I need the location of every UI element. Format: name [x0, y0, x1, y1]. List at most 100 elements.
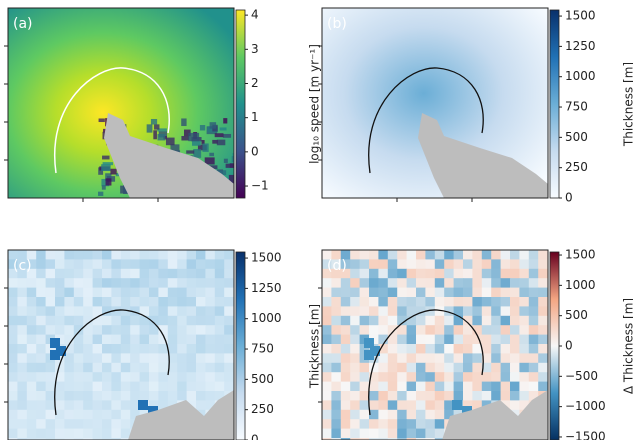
map-cell — [92, 419, 103, 430]
map-cell — [359, 297, 370, 307]
map-cell — [64, 259, 75, 270]
map-cell — [510, 325, 520, 336]
map-noise — [208, 165, 218, 170]
map-cell — [528, 259, 539, 270]
map-cell — [322, 438, 332, 440]
map-cell — [406, 438, 417, 440]
map-cell — [406, 334, 417, 345]
map-noise — [98, 167, 104, 175]
colorbar-tick-label: 2 — [251, 76, 259, 90]
colorbar-label: Thickness [m] — [622, 62, 633, 147]
map-cell — [64, 268, 75, 279]
map-cell — [26, 334, 37, 345]
map-cell — [196, 278, 206, 289]
map-cell — [397, 287, 408, 298]
map-cell — [444, 268, 455, 279]
map-cell — [64, 344, 75, 354]
map-cell — [102, 438, 112, 440]
map-cell — [472, 334, 483, 345]
colorbar-tick-label: 1500 — [565, 9, 596, 23]
colorbar-tick-label: 500 — [565, 308, 588, 322]
map-cell — [8, 287, 18, 298]
map-cell — [26, 391, 37, 401]
map-cell — [83, 400, 94, 411]
map-cell — [406, 362, 417, 373]
map-cell — [8, 372, 18, 383]
map-cell — [322, 297, 332, 307]
map-cell — [378, 419, 389, 430]
map-cell — [369, 400, 379, 411]
map-cell — [463, 259, 473, 270]
map-cell — [17, 353, 28, 364]
map-cell — [102, 344, 112, 354]
map-cell — [500, 278, 511, 289]
map-cell — [340, 400, 351, 411]
map-cell — [26, 362, 37, 373]
map-cell — [322, 372, 332, 383]
map-cell — [416, 381, 426, 392]
map-cell — [340, 315, 351, 326]
map-cell — [92, 278, 103, 289]
map-cell — [491, 372, 502, 383]
colorbar-tick-label: 750 — [251, 342, 274, 356]
map-cell — [102, 362, 112, 373]
map-cell — [397, 297, 408, 307]
map-cell — [463, 297, 473, 307]
map-cell — [538, 362, 548, 373]
map-cell — [387, 278, 398, 289]
map-cell — [64, 372, 75, 383]
map — [8, 250, 234, 440]
map-cell — [444, 306, 455, 317]
map-cell — [322, 306, 332, 317]
map-cell — [73, 250, 84, 260]
map-cell — [538, 259, 548, 270]
map-cell — [387, 372, 398, 383]
map-cell — [462, 406, 472, 416]
map-cell — [36, 306, 47, 317]
map-cell — [73, 325, 84, 336]
map-cell — [340, 278, 351, 289]
map-noise — [165, 137, 175, 146]
map-cell — [45, 325, 56, 336]
map-cell — [416, 419, 426, 430]
map-cell — [17, 306, 28, 317]
map-cell — [92, 334, 103, 345]
map-cell — [378, 353, 389, 364]
map-cell — [481, 362, 492, 373]
map-cell — [205, 353, 216, 364]
map-cell — [472, 306, 483, 317]
map-cell — [158, 381, 169, 392]
map-cell — [387, 250, 398, 260]
map-cell — [387, 362, 398, 373]
map-cell — [205, 391, 216, 401]
map-cell — [510, 353, 520, 364]
map-cell — [64, 287, 75, 298]
map-cell — [397, 344, 408, 354]
map-cell — [102, 306, 112, 317]
map-cell — [463, 353, 473, 364]
map-cell — [472, 362, 483, 373]
map-cell — [83, 381, 94, 392]
map-cell — [444, 409, 455, 420]
map-cell — [45, 268, 56, 279]
map-cell — [387, 353, 398, 364]
map-cell — [149, 297, 159, 307]
map-cell — [8, 297, 18, 307]
map-cell — [331, 391, 342, 401]
margin-line — [368, 67, 484, 174]
map-cell — [369, 438, 379, 440]
map-cell — [111, 353, 122, 364]
map-cell — [331, 306, 342, 317]
map-cell — [55, 297, 65, 307]
colorbar-tick-label: 0 — [565, 339, 573, 353]
map-cell — [102, 268, 112, 279]
map-cell — [491, 306, 502, 317]
map-cell — [491, 353, 502, 364]
map-cell — [434, 362, 445, 373]
map-cell — [378, 268, 389, 279]
map-cell — [453, 315, 464, 326]
map-cell — [491, 391, 502, 401]
map-cell — [111, 325, 122, 336]
map-cell — [167, 268, 178, 279]
map-cell — [92, 325, 103, 336]
